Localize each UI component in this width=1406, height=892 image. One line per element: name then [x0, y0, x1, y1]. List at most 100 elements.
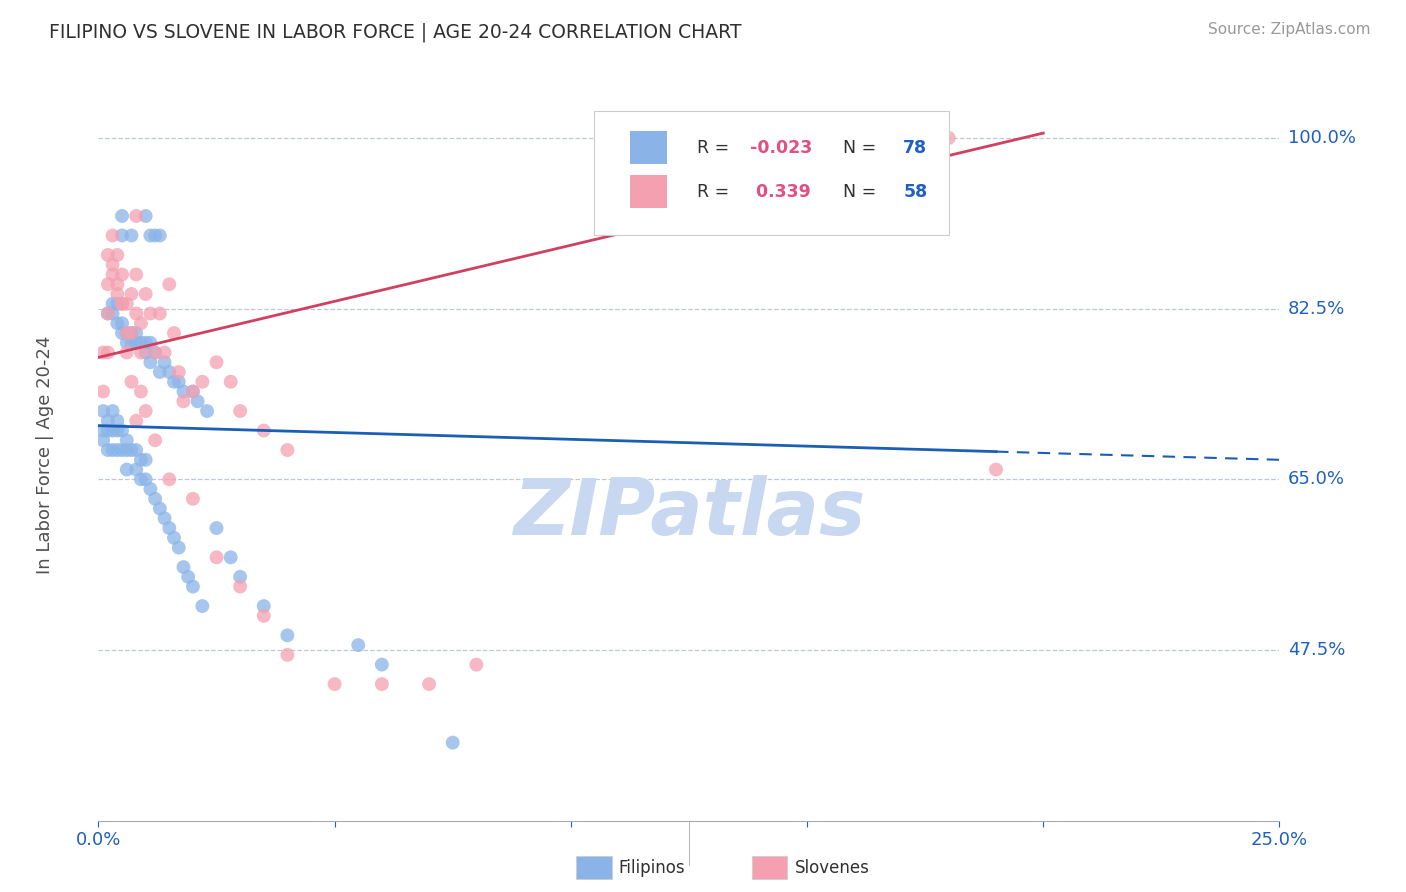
Point — [97, 424, 120, 438]
Point — [157, 277, 180, 292]
Point — [157, 521, 180, 535]
Point — [129, 316, 152, 330]
Point — [105, 424, 128, 438]
Point — [177, 570, 200, 584]
Point — [111, 297, 134, 311]
FancyBboxPatch shape — [630, 131, 666, 164]
Point — [125, 443, 148, 458]
Point — [129, 384, 152, 399]
Point — [163, 326, 186, 340]
Point — [181, 384, 204, 399]
Point — [167, 541, 190, 555]
Point — [465, 657, 488, 672]
Text: ZIPatlas: ZIPatlas — [513, 475, 865, 551]
Point — [115, 434, 138, 448]
Point — [153, 355, 176, 369]
Point — [139, 482, 162, 496]
Point — [121, 326, 143, 340]
Point — [149, 365, 172, 379]
Point — [97, 443, 120, 458]
Point — [149, 501, 172, 516]
Point — [219, 550, 242, 565]
Point — [91, 404, 114, 418]
Point — [229, 570, 252, 584]
Point — [97, 345, 120, 359]
Point — [97, 277, 120, 292]
Text: Filipinos: Filipinos — [619, 859, 685, 877]
Point — [91, 424, 114, 438]
FancyBboxPatch shape — [595, 112, 949, 235]
Point — [938, 131, 960, 145]
Point — [121, 326, 143, 340]
Point — [253, 424, 276, 438]
Point — [101, 228, 124, 243]
Point — [181, 491, 204, 506]
Point — [125, 209, 148, 223]
Point — [125, 306, 148, 320]
Point — [172, 560, 194, 574]
Point — [125, 414, 148, 428]
Point — [253, 599, 276, 613]
Point — [135, 345, 157, 359]
Point — [984, 462, 1007, 476]
Point — [105, 443, 128, 458]
Text: 78: 78 — [903, 139, 928, 157]
Point — [172, 384, 194, 399]
Point — [111, 424, 134, 438]
Point — [205, 521, 228, 535]
Point — [101, 297, 124, 311]
Point — [139, 355, 162, 369]
Point — [205, 550, 228, 565]
Point — [187, 394, 209, 409]
Point — [347, 638, 370, 652]
Point — [105, 248, 128, 262]
Point — [125, 462, 148, 476]
Point — [323, 677, 346, 691]
Point — [135, 472, 157, 486]
Point — [129, 335, 152, 350]
Text: 0.339: 0.339 — [749, 183, 810, 201]
Point — [105, 277, 128, 292]
Point — [129, 452, 152, 467]
Point — [115, 443, 138, 458]
Text: R =: R = — [696, 139, 734, 157]
Text: -0.023: -0.023 — [749, 139, 813, 157]
Point — [135, 404, 157, 418]
Point — [143, 491, 166, 506]
Point — [91, 345, 114, 359]
Point — [135, 335, 157, 350]
Point — [219, 375, 242, 389]
Text: 47.5%: 47.5% — [1288, 641, 1346, 659]
Point — [371, 657, 394, 672]
Point — [115, 326, 138, 340]
Text: 58: 58 — [903, 183, 928, 201]
Point — [195, 404, 218, 418]
Point — [149, 306, 172, 320]
Point — [167, 365, 190, 379]
Point — [97, 414, 120, 428]
Point — [139, 228, 162, 243]
Point — [115, 326, 138, 340]
Point — [125, 335, 148, 350]
Point — [111, 297, 134, 311]
Point — [276, 443, 298, 458]
Point — [229, 404, 252, 418]
Point — [139, 306, 162, 320]
Point — [135, 209, 157, 223]
Point — [125, 268, 148, 282]
Point — [129, 345, 152, 359]
Point — [172, 394, 194, 409]
Text: 82.5%: 82.5% — [1288, 300, 1346, 318]
Text: Slovenes: Slovenes — [794, 859, 869, 877]
Point — [101, 443, 124, 458]
Point — [153, 345, 176, 359]
Point — [105, 297, 128, 311]
Point — [111, 209, 134, 223]
Point — [121, 335, 143, 350]
Point — [253, 608, 276, 623]
Point — [115, 297, 138, 311]
Point — [91, 384, 114, 399]
Point — [167, 375, 190, 389]
Point — [121, 228, 143, 243]
Point — [276, 628, 298, 642]
